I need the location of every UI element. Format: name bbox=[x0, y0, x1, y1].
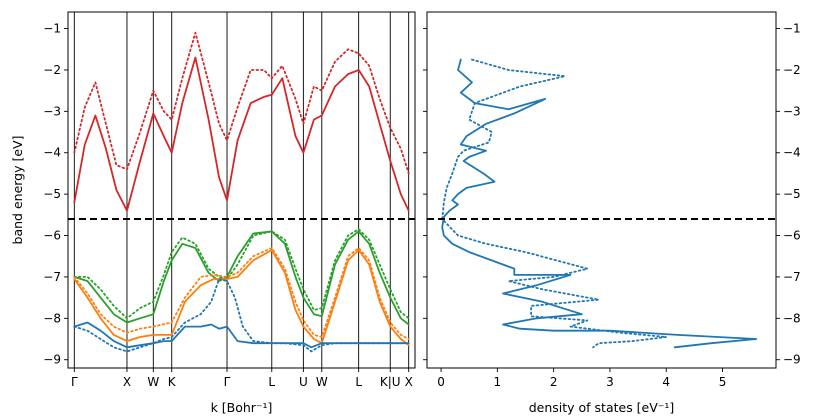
k-tick-label: Γ bbox=[71, 375, 78, 389]
dos-value-ticks: 0 1 2 3 4 5 bbox=[437, 368, 726, 389]
dos-energy-tick-label: −2 bbox=[783, 63, 801, 77]
density-of-states-plot-area bbox=[426, 11, 777, 369]
band-structure-plot-area bbox=[67, 11, 416, 369]
energy-tick-label: −8 bbox=[43, 311, 61, 325]
k-axis-label: k [Bohr⁻¹] bbox=[211, 400, 273, 415]
dos-energy-tick-label: −7 bbox=[783, 270, 801, 284]
dos-energy-tick-label: −3 bbox=[783, 104, 801, 118]
energy-tick-label: −1 bbox=[43, 22, 61, 36]
k-tick-label: W bbox=[316, 375, 328, 389]
k-tick-label: W bbox=[147, 375, 159, 389]
energy-tick-label: −7 bbox=[43, 270, 61, 284]
k-tick-label: X bbox=[123, 375, 131, 389]
dos-energy-ticks: −9 −8 −7 −6 −5 −4 −3 −2 −1 bbox=[423, 22, 801, 367]
dos-axis-label: density of states [eV⁻¹] bbox=[529, 400, 675, 415]
band-line-valence-dotted bbox=[73, 247, 410, 340]
energy-tick-label: −9 bbox=[43, 353, 61, 367]
k-tick-label: K|U bbox=[380, 375, 401, 389]
energy-tick-label: −3 bbox=[43, 104, 61, 118]
band-energy-ticks: −9 −8 −7 −6 −5 −4 −3 −2 −1 bbox=[43, 22, 68, 367]
band-series bbox=[73, 31, 410, 353]
band-line-valence-dotted bbox=[73, 228, 410, 320]
band-structure-panel: −9−8−7−6−5−4−3−2−1 Γ X W K Γ L U W L K|U X k [Bohr… bbox=[10, 11, 416, 415]
dos-tick-label: 2 bbox=[550, 375, 558, 389]
dos-tick-label: 1 bbox=[494, 375, 502, 389]
band-line-conduction-solid bbox=[73, 56, 410, 212]
k-tick-label: U bbox=[299, 375, 308, 389]
high-symmetry-lines bbox=[73, 12, 410, 368]
k-tick-label: K bbox=[168, 375, 177, 389]
dos-energy-tick-label: −9 bbox=[783, 353, 801, 367]
band-line-valence-dotted bbox=[73, 278, 410, 353]
energy-tick-label: −5 bbox=[43, 187, 61, 201]
dos-tick-label: 3 bbox=[606, 375, 614, 389]
dos-line-dotted bbox=[441, 58, 668, 349]
band-line-valence-solid bbox=[73, 249, 410, 347]
k-point-ticks: Γ X W K Γ L U W L K|U X bbox=[71, 368, 413, 389]
dos-energy-tick-label: −5 bbox=[783, 187, 801, 201]
band-line-conduction-dotted bbox=[73, 31, 410, 175]
dos-tick-label: 5 bbox=[719, 375, 727, 389]
dos-tick-label: 0 bbox=[437, 375, 445, 389]
dos-energy-tick-label: −8 bbox=[783, 311, 801, 325]
energy-tick-label: −6 bbox=[43, 229, 61, 243]
band-energy-axis-label: band energy [eV] bbox=[10, 136, 25, 245]
k-tick-label: Γ bbox=[224, 375, 231, 389]
dos-energy-tick-label: −1 bbox=[783, 22, 801, 36]
k-tick-label: L bbox=[355, 375, 362, 389]
dos-line-solid bbox=[441, 58, 758, 349]
k-tick-label: L bbox=[268, 375, 275, 389]
k-tick-label: X bbox=[405, 375, 413, 389]
density-of-states-panel: −9 −8 −7 −6 −5 −4 −3 −2 −1 0 1 2 3 4 5 density of sta… bbox=[423, 11, 801, 415]
energy-tick-label: −2 bbox=[43, 63, 61, 77]
dos-tick-label: 4 bbox=[662, 375, 670, 389]
dos-series bbox=[441, 58, 758, 349]
dos-energy-tick-label: −6 bbox=[783, 229, 801, 243]
band-line-valence-solid bbox=[73, 230, 410, 326]
energy-tick-label: −4 bbox=[43, 146, 61, 160]
dos-energy-tick-label: −4 bbox=[783, 146, 801, 160]
